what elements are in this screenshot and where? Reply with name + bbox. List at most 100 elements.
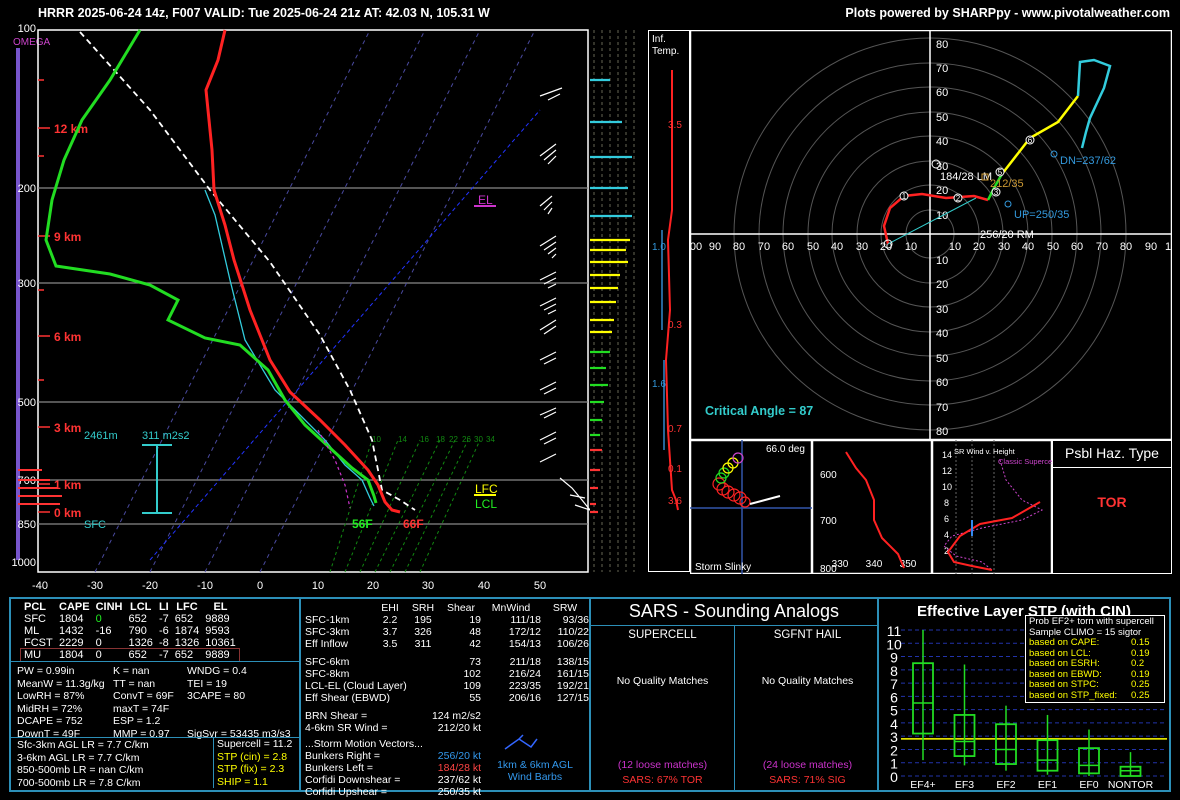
svg-text:80: 80 bbox=[1120, 241, 1132, 253]
wind-speed-bars-upper bbox=[590, 78, 632, 218]
svg-text:6: 6 bbox=[1028, 136, 1033, 145]
inferred-temp-panel: Inf. Temp. 3.5 1.0 0.3 1.6 0.7 0.1 3.6 bbox=[648, 30, 690, 572]
stp-y-tick: 2 bbox=[890, 742, 898, 758]
eff-inflow-srh: 311 m2s2 bbox=[142, 430, 190, 442]
svg-text:12: 12 bbox=[942, 466, 952, 476]
svg-text:10: 10 bbox=[372, 435, 381, 444]
svg-text:40: 40 bbox=[478, 580, 490, 592]
svg-text:800: 800 bbox=[820, 564, 837, 574]
hodo-trace-9-12km bbox=[1076, 58, 1112, 149]
svg-text:500: 500 bbox=[18, 397, 36, 409]
svg-text:70: 70 bbox=[936, 63, 948, 75]
stp-box bbox=[1078, 747, 1100, 775]
svg-text:50: 50 bbox=[534, 580, 546, 592]
svg-text:30: 30 bbox=[936, 161, 948, 173]
svg-text:40: 40 bbox=[936, 136, 948, 148]
stp-category-label: EF3 bbox=[955, 779, 974, 790]
sr-wind-panel: 14 12 10 8 6 4 2 SR Wind v. Height Class… bbox=[932, 440, 1052, 574]
sars-panel: SARS - Sounding Analogs SUPERCELL SGFNT … bbox=[589, 597, 879, 792]
svg-text:3.5: 3.5 bbox=[668, 120, 682, 131]
svg-text:-30: -30 bbox=[87, 580, 103, 592]
inf-temp-title-1: Inf. bbox=[652, 34, 666, 45]
right-mover-label: 256/20 RM bbox=[980, 229, 1034, 241]
inf-temp-title-2: Temp. bbox=[652, 46, 679, 57]
svg-text:34: 34 bbox=[486, 435, 495, 444]
svg-text:70: 70 bbox=[758, 241, 770, 253]
stp-y-tick: 9 bbox=[890, 650, 898, 666]
sfc-label: SFC bbox=[84, 519, 106, 531]
sars-supercell-pct: SARS: 67% TOR bbox=[622, 774, 703, 786]
stp-y-tick: 11 bbox=[887, 623, 902, 639]
svg-text:40: 40 bbox=[936, 328, 948, 340]
svg-text:350: 350 bbox=[900, 559, 917, 570]
svg-text:3 km: 3 km bbox=[54, 421, 81, 435]
svg-text:12 km: 12 km bbox=[54, 122, 88, 136]
svg-text:30: 30 bbox=[422, 580, 434, 592]
kinematics-table: EHI SRH Shear MnWind SRW SFC-1km 2.2 195 19 111/… bbox=[305, 602, 589, 798]
svg-text:18: 18 bbox=[436, 435, 445, 444]
height-labels: 12 km 9 km 6 km 3 km 1 km 0 km bbox=[54, 122, 88, 520]
svg-text:300: 300 bbox=[18, 278, 36, 290]
svg-text:00: 00 bbox=[690, 241, 702, 253]
isobars bbox=[38, 187, 588, 525]
svg-text:70: 70 bbox=[936, 402, 948, 414]
zero-isotherm bbox=[149, 109, 541, 561]
omega-label: OMEGA bbox=[13, 37, 51, 48]
effective-inflow-bar bbox=[142, 444, 172, 514]
left-mover-label: 184/28 LM bbox=[940, 171, 992, 183]
svg-text:3.6: 3.6 bbox=[668, 496, 682, 507]
hodo-trace-6-9km bbox=[1001, 95, 1079, 175]
el-label: EL bbox=[478, 193, 493, 207]
stp-box bbox=[995, 723, 1017, 765]
stp-y-tick: 8 bbox=[890, 663, 898, 679]
svg-text:60: 60 bbox=[782, 241, 794, 253]
wind-barbs bbox=[539, 87, 590, 511]
svg-text:6 km: 6 km bbox=[54, 330, 81, 344]
theta-x-ticks: 330 340 350 bbox=[832, 559, 917, 570]
stp-category-label: EF0 bbox=[1079, 779, 1098, 790]
svg-text:20: 20 bbox=[936, 279, 948, 291]
stp-y-tick: 4 bbox=[890, 716, 898, 732]
svg-text:60: 60 bbox=[936, 87, 948, 99]
svg-text:0.7: 0.7 bbox=[668, 424, 682, 435]
svg-text:22: 22 bbox=[449, 435, 458, 444]
hodo-trace-0-3km bbox=[882, 192, 989, 245]
stp-y-tick: 0 bbox=[890, 769, 898, 785]
svg-text:90: 90 bbox=[1145, 241, 1157, 253]
svg-text:-10: -10 bbox=[197, 580, 213, 592]
stp-box bbox=[1036, 739, 1059, 772]
sr-wind-trace bbox=[946, 501, 1041, 571]
theta-profile-panel: 600 700 800 330 340 350 bbox=[812, 440, 932, 574]
svg-text:80: 80 bbox=[936, 39, 948, 51]
sars-supercell-title: SUPERCELL bbox=[628, 629, 697, 641]
svg-text:20: 20 bbox=[367, 580, 379, 592]
theta-e-trace bbox=[845, 451, 905, 569]
svg-text:100: 100 bbox=[18, 23, 36, 35]
skewt-plot: OMEGA 10 14 16 18 22 26 30 34 bbox=[12, 23, 590, 592]
critical-angle-label: Critical Angle = 87 bbox=[705, 404, 813, 418]
hodo-height-marks bbox=[899, 135, 1035, 203]
barb-legend-icon bbox=[504, 734, 538, 750]
wind-speed-bars-sfc bbox=[590, 448, 602, 514]
svg-text:2: 2 bbox=[944, 546, 949, 556]
stp-y-tick: 7 bbox=[890, 676, 898, 692]
thermo-mid: K = nan TT = nan ConvT = 69F maxT = 74F ES… bbox=[113, 665, 174, 740]
hazard-panel: Psbl Haz. Type TOR bbox=[1052, 440, 1172, 574]
stp-box bbox=[912, 662, 934, 735]
hodograph-y-ticks: 80 70 60 50 40 30 20 10 10 20 30 40 50 6… bbox=[936, 39, 948, 438]
stp-category-label: NONTOR bbox=[1108, 779, 1154, 790]
svg-text:2: 2 bbox=[956, 194, 961, 203]
sars-title: SARS - Sounding Analogs bbox=[591, 599, 877, 626]
pressure-tick-labels: 100 200 300 500 700 850 1000 bbox=[12, 23, 36, 569]
svg-text:50: 50 bbox=[807, 241, 819, 253]
parcel-row-fcst: FCST 2229 0 1326 -8 1326 10361 bbox=[24, 637, 236, 649]
temperature-tick-labels: -40 -30 -20 -10 0 10 20 30 40 50 bbox=[32, 580, 546, 592]
svg-text:70: 70 bbox=[1096, 241, 1108, 253]
svg-text:30: 30 bbox=[998, 241, 1010, 253]
svg-text:6: 6 bbox=[944, 514, 949, 524]
sars-hail-match: No Quality Matches bbox=[761, 675, 854, 687]
stp-y-tick: 5 bbox=[890, 703, 898, 719]
slinky-angle: 66.0 deg bbox=[766, 444, 805, 455]
stp-category-label: EF2 bbox=[996, 779, 1015, 790]
